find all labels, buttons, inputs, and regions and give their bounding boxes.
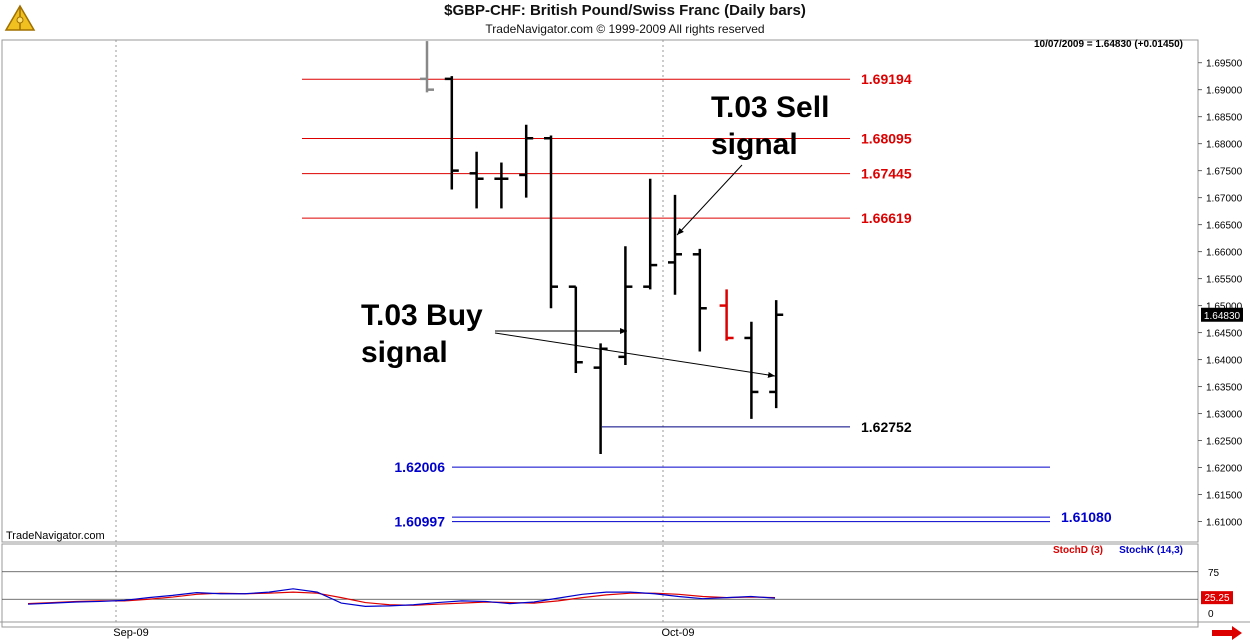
y-tick-label: 1.61500: [1206, 490, 1243, 501]
y-tick-label: 1.65500: [1206, 275, 1243, 286]
buy-signal-label: T.03 Buy: [361, 299, 483, 332]
ohlc-bar: [719, 289, 734, 341]
level-label: 1.68095: [861, 131, 912, 147]
level-label: 1.66619: [861, 210, 912, 226]
ohlc-bar: [420, 41, 434, 93]
y-tick-label: 1.67500: [1206, 167, 1243, 178]
chart-title: $GBP-CHF: British Pound/Swiss Franc (Dai…: [444, 2, 806, 19]
ohlc-bar: [618, 246, 633, 365]
buy-signal-label: signal: [361, 336, 448, 369]
level-label: 1.60997: [394, 514, 445, 530]
y-tick-label: 1.69500: [1206, 59, 1243, 70]
oscillator-panel: [1, 543, 1199, 628]
y-tick-label: 1.67000: [1206, 194, 1243, 205]
ohlc-bar: [544, 135, 558, 309]
legend-stochd: StochD (3): [1053, 545, 1103, 556]
ohlc-bar: [568, 285, 583, 374]
y-tick-label: 1.68500: [1206, 113, 1243, 124]
y-tick-label: 1.66000: [1206, 248, 1243, 259]
x-tick-label: Sep-09: [113, 627, 148, 639]
compass-tool-icon[interactable]: [4, 4, 36, 34]
chart-subtitle: TradeNavigator.com © 1999-2009 All right…: [485, 22, 765, 36]
y-tick-label: 1.64500: [1206, 329, 1243, 340]
ohlc-bar: [643, 178, 658, 290]
ohlc-bar: [444, 76, 459, 190]
y-tick-label: 1.64000: [1206, 356, 1243, 367]
ohlc-bar: [593, 343, 608, 455]
y-tick-label: 1.63500: [1206, 383, 1243, 394]
right-arrow-icon[interactable]: [1212, 626, 1242, 640]
x-tick-label: Oct-09: [661, 627, 694, 639]
ohlc-bar: [519, 124, 534, 198]
y-tick-label: 1.62000: [1206, 464, 1243, 475]
y-tick-label: 1.69000: [1206, 86, 1243, 97]
osc-last-value-box: [1201, 591, 1233, 605]
sell-signal-label: T.03 Sell: [711, 91, 829, 124]
watermark: TradeNavigator.com: [6, 530, 105, 542]
ohlc-bar: [744, 321, 759, 419]
quote-readout: 10/07/2009 = 1.64830 (+0.01450): [1034, 39, 1183, 50]
osc-y-tick-label: 75: [1208, 568, 1220, 579]
y-tick-label: 1.61000: [1206, 517, 1243, 528]
y-tick-label: 1.63000: [1206, 410, 1243, 421]
legend-stochk: StochK (14,3): [1119, 545, 1183, 556]
level-label: 1.61080: [1061, 509, 1112, 525]
level-label: 1.67445: [861, 166, 912, 182]
sell-arrow: [676, 164, 743, 236]
ohlc-bar: [769, 300, 784, 409]
price-panel: [1, 39, 1199, 543]
y-tick-label: 1.66500: [1206, 221, 1243, 232]
osc-last-value-label: 25.25: [1204, 593, 1229, 604]
osc-y-tick-label: 0: [1208, 609, 1214, 620]
sell-signal-label: signal: [711, 128, 798, 161]
level-label: 1.69194: [861, 71, 912, 87]
level-label: 1.62752: [861, 419, 912, 435]
buy-arrow-2: [494, 332, 776, 378]
y-tick-label: 1.65000: [1206, 302, 1243, 313]
oscillator-series-line: [27, 588, 776, 608]
ohlc-bar: [469, 151, 484, 209]
last-price-box: [1201, 307, 1243, 322]
ohlc-bar: [494, 162, 509, 209]
level-label: 1.62006: [394, 459, 445, 475]
y-tick-label: 1.68000: [1206, 140, 1243, 151]
ohlc-bar: [668, 194, 682, 295]
ohlc-bar: [692, 248, 707, 352]
last-price-label: 1.64830: [1204, 311, 1241, 322]
y-tick-label: 1.62500: [1206, 437, 1243, 448]
